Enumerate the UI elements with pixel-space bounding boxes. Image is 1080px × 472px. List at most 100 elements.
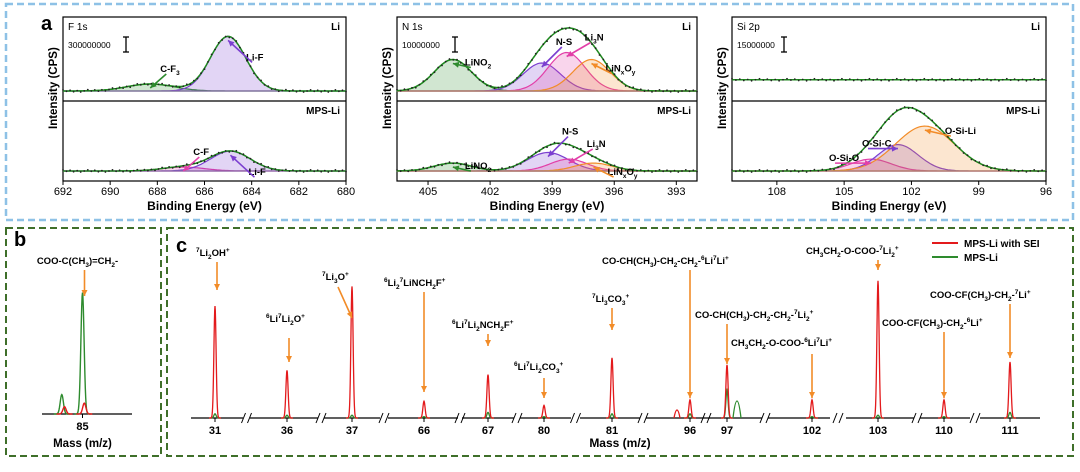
panel-b-x-label: Mass (m/z)	[53, 438, 112, 450]
label-fragment: 6	[452, 319, 456, 326]
panel-c-peak	[938, 398, 950, 419]
panel-letter-a: a	[41, 13, 53, 35]
xps-raw-data-point	[809, 78, 812, 81]
xps-raw-data-point	[407, 89, 410, 91]
xps-peak-label: N-S	[556, 37, 572, 48]
xps-raw-data-point	[196, 77, 199, 80]
label-fragment: 7	[794, 309, 798, 316]
xps-raw-data-point	[72, 90, 75, 93]
label-fragment: 2	[488, 64, 492, 71]
xps-raw-data-point	[797, 79, 800, 82]
xps-raw-data-point	[178, 166, 181, 169]
xps-raw-data-point	[285, 168, 287, 171]
label-fragment: y	[632, 70, 636, 77]
xps-raw-data-point	[750, 171, 753, 173]
xps-raw-data-point	[553, 141, 556, 144]
xps-raw-data-point	[157, 83, 160, 86]
xps-raw-data-point	[224, 35, 227, 38]
xps-raw-data-point	[65, 170, 68, 173]
label-fragment: 2	[208, 254, 212, 261]
xps-raw-data-point	[320, 90, 323, 93]
xps-raw-data-point	[136, 83, 139, 85]
xps-raw-data-point	[115, 170, 117, 173]
xps-raw-data-point	[111, 87, 114, 89]
xps-raw-data-point	[90, 90, 93, 92]
panel-c-axis-break	[454, 412, 460, 424]
xps-raw-data-point	[654, 170, 657, 172]
label-fragment: 7	[526, 361, 530, 368]
xps-raw-data-point	[467, 68, 470, 71]
xps-x-tick-label: 102	[902, 186, 920, 198]
xps-raw-data-point	[214, 48, 217, 51]
panel-c-arrow-head	[687, 392, 693, 398]
xps-raw-data-point	[527, 62, 530, 65]
xps-raw-data-point	[594, 47, 597, 50]
xps-raw-data-point	[90, 170, 93, 173]
xps-raw-data-point	[154, 169, 156, 172]
xps-raw-data-point	[643, 170, 646, 173]
xps-raw-data-point	[621, 81, 623, 83]
legend-red-label: MPS-Li with SEI	[964, 239, 1040, 250]
xps-raw-data-point	[396, 88, 398, 91]
xps-raw-data-point	[456, 161, 458, 164]
xps-raw-data-point	[860, 151, 863, 153]
xps-raw-data-point	[235, 40, 238, 42]
xps-raw-data-point	[962, 152, 965, 154]
xps-raw-data-point	[246, 59, 248, 62]
label-fragment: 3	[984, 296, 988, 303]
panel-c-axis-break	[241, 412, 246, 424]
xps-raw-data-point	[986, 78, 988, 80]
xps-raw-data-point	[598, 54, 601, 56]
panel-b-frame	[5, 227, 162, 457]
xps-raw-data-point	[1029, 78, 1032, 81]
label-fragment: +	[442, 277, 446, 284]
label-fragment: 7	[400, 277, 404, 284]
label-fragment: 6	[384, 277, 388, 284]
label-fragment: 3	[604, 300, 608, 307]
xps-raw-data-point	[986, 164, 988, 167]
xps-peak-label: O-Si-C	[862, 139, 892, 150]
xps-raw-data-point	[531, 155, 533, 157]
xps-raw-data-point	[263, 84, 266, 86]
xps-peak-arrow-head	[230, 155, 237, 162]
label-fragment: 3	[176, 70, 180, 77]
xps-raw-data-point	[104, 171, 107, 173]
xps-raw-data-point	[122, 87, 124, 89]
label-fragment: 3	[334, 278, 338, 285]
xps-fit-envelope	[732, 106, 1046, 172]
label-fragment: x	[623, 173, 627, 180]
xps-raw-data-point	[249, 65, 252, 68]
xps-peak-arrow-head	[891, 145, 898, 152]
xps-raw-data-point	[345, 90, 347, 93]
xps-raw-data-point	[334, 169, 337, 171]
label-fragment: LiNCH	[403, 278, 432, 289]
label-fragment: Li	[705, 256, 713, 267]
xps-element-label: N 1s	[402, 22, 423, 33]
xps-raw-data-point	[239, 46, 241, 49]
xps-raw-data-point	[534, 52, 537, 55]
xps-raw-data-point	[919, 78, 922, 81]
xps-raw-data-point	[150, 168, 153, 171]
xps-raw-data-point	[203, 160, 206, 163]
xps-raw-data-point	[122, 170, 124, 173]
xps-raw-data-point	[478, 167, 481, 170]
xps-raw-data-point	[267, 166, 270, 168]
label-fragment: Li	[468, 320, 476, 331]
label-fragment: )-CH	[654, 256, 674, 267]
label-fragment: 3	[85, 262, 89, 269]
xps-raw-data-point	[182, 85, 185, 88]
panel-c-axis-break	[975, 412, 981, 424]
xps-raw-data-point	[196, 162, 199, 165]
xps-raw-data-point	[501, 167, 503, 170]
xps-raw-data-point	[970, 79, 973, 82]
label-fragment: x	[621, 70, 625, 77]
label-fragment: 6	[804, 337, 808, 344]
xps-raw-data-point	[125, 85, 128, 88]
panel-c-axis-break	[969, 412, 975, 424]
xps-raw-data-point	[564, 28, 567, 30]
xps-raw-data-point	[774, 78, 777, 81]
xps-raw-data-point	[982, 164, 985, 167]
label-fragment: O	[294, 314, 301, 325]
xps-raw-data-point	[750, 79, 753, 82]
xps-peak-arrow-head	[228, 40, 235, 47]
